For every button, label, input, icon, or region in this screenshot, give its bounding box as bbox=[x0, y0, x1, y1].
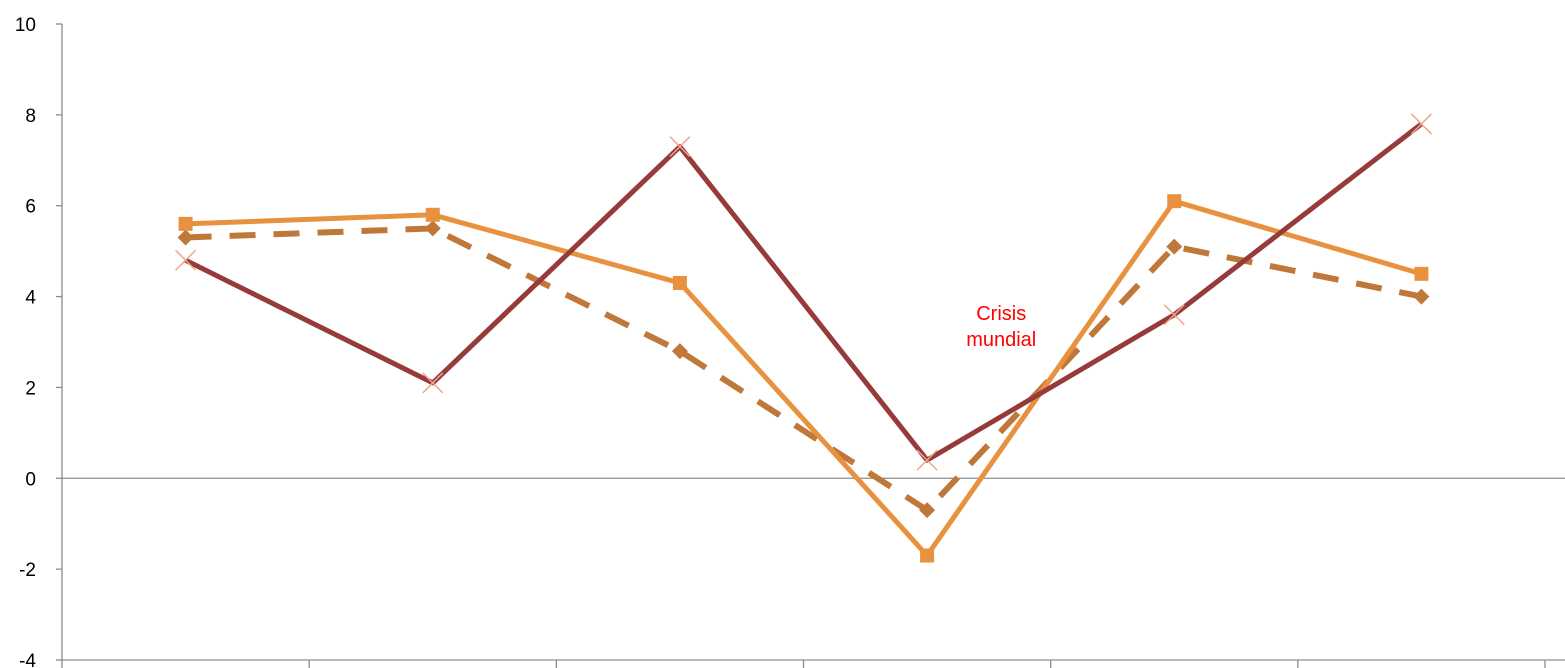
data-point bbox=[1167, 194, 1182, 209]
data-point bbox=[178, 216, 193, 231]
data-point bbox=[669, 136, 691, 158]
data-point bbox=[422, 372, 444, 394]
annotation-layer: Crisis mundial bbox=[966, 303, 1036, 351]
y-tick-label: -4 bbox=[19, 651, 36, 668]
data-point bbox=[916, 449, 938, 471]
annotation-text: mundial bbox=[966, 329, 1036, 351]
series-line bbox=[184, 121, 1423, 463]
data-point bbox=[1163, 304, 1185, 326]
series-line bbox=[185, 198, 1423, 559]
data-point bbox=[672, 275, 687, 290]
series-0 bbox=[178, 194, 1429, 563]
annotation-text: Crisis bbox=[976, 303, 1026, 325]
data-point bbox=[1166, 238, 1183, 255]
data-point bbox=[425, 207, 440, 222]
y-tick-label: 8 bbox=[25, 106, 36, 127]
data-point bbox=[1410, 113, 1432, 135]
y-tick-label: 6 bbox=[25, 197, 36, 218]
data-point bbox=[424, 220, 441, 237]
y-tick-label: 2 bbox=[25, 378, 36, 399]
axes: -4 -2 0 2 4 6 8 10 bbox=[15, 15, 1565, 668]
data-point bbox=[671, 343, 688, 360]
y-tick-label: 0 bbox=[25, 469, 36, 490]
data-point bbox=[175, 249, 197, 271]
series-2 bbox=[175, 113, 1432, 471]
series-1 bbox=[177, 220, 1430, 519]
y-tick-label: 10 bbox=[15, 15, 36, 36]
data-point bbox=[919, 502, 936, 519]
data-point bbox=[177, 229, 194, 246]
data-point bbox=[1414, 266, 1429, 281]
data-point bbox=[920, 548, 935, 563]
series-line bbox=[185, 225, 1423, 514]
y-tick-label: 4 bbox=[25, 288, 36, 309]
data-point bbox=[1413, 288, 1430, 305]
series-layer bbox=[175, 113, 1432, 563]
y-tick-label: -2 bbox=[19, 560, 36, 581]
